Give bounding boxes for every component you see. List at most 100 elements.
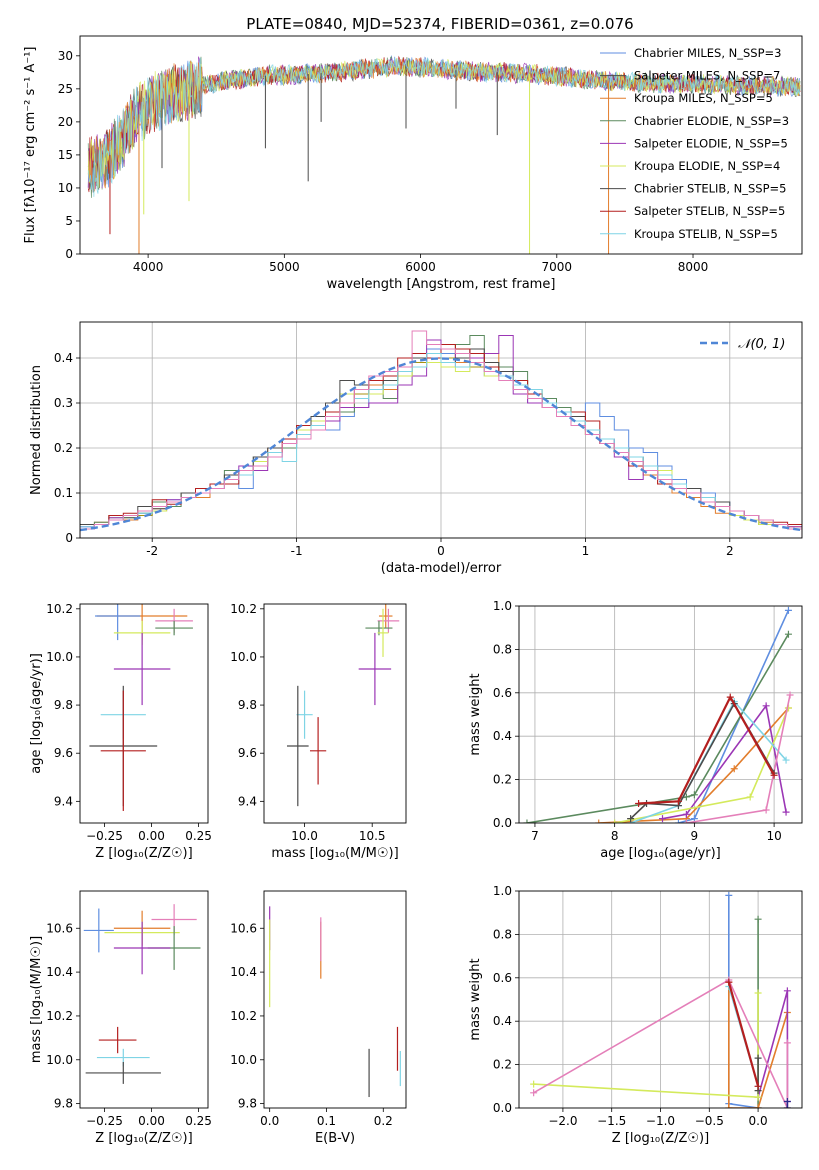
mass_weight_vs_age-point-marker bbox=[726, 693, 734, 701]
age_vs_mass-xtick-label: 10.5 bbox=[359, 829, 386, 843]
age_vs_Z-ytick-label: 9.8 bbox=[54, 698, 73, 712]
mass_weight_vs_age-point-marker bbox=[784, 606, 792, 614]
mass_weight_vs_age-point-marker bbox=[690, 791, 698, 799]
age_vs_Z-xtick-label: 0.25 bbox=[185, 829, 212, 843]
spectrum-legend-label: Kroupa ELODIE, N_SSP=4 bbox=[634, 159, 780, 173]
mass_weight_vs_age-series-line bbox=[598, 707, 789, 823]
mass_vs_Z-xlabel: Z [log₁₀(Z/Z☉)] bbox=[95, 1131, 192, 1146]
mass_vs_EBV-ytick-label: 10.6 bbox=[230, 921, 257, 935]
mass_weight_vs_Z-ylabel: mass weight bbox=[468, 958, 483, 1040]
spectrum-xtick-label: 7000 bbox=[542, 260, 573, 274]
mass_weight_vs_age-xlabel: age [log₁₀(age/yr)] bbox=[600, 846, 721, 861]
spectrum-xtick-label: 5000 bbox=[269, 260, 300, 274]
mass_vs_Z-ytick-label: 10.2 bbox=[46, 1009, 73, 1023]
residuals-ytick-label: 0.2 bbox=[54, 441, 73, 455]
mass_vs_Z-frame bbox=[79, 890, 209, 1109]
mass_weight_vs_Z-series-line bbox=[533, 993, 759, 1099]
age_vs_Z-frame bbox=[79, 603, 209, 824]
mass_weight_vs_Z-ytick-label: 0.2 bbox=[493, 1058, 512, 1072]
age_vs_mass-plot-area bbox=[286, 604, 400, 807]
residuals-xtick-label: 0 bbox=[437, 544, 445, 558]
mass_weight_vs_Z-series-line bbox=[533, 978, 789, 1108]
age_vs_Z-xtick-label: 0.00 bbox=[138, 829, 165, 843]
mass_weight_vs_age-point-marker bbox=[682, 810, 690, 818]
mass_weight_vs_Z-xtick-label: −1.0 bbox=[646, 1114, 675, 1128]
spectrum-ytick-label: 15 bbox=[58, 148, 73, 162]
mass_weight_vs_age-point-marker bbox=[682, 793, 690, 801]
spectrum-ytick-label: 10 bbox=[58, 181, 73, 195]
age_vs_mass-ytick-label: 9.4 bbox=[238, 794, 257, 808]
age_vs_Z-ytick-label: 10.2 bbox=[46, 602, 73, 616]
residuals-ytick-label: 0 bbox=[65, 531, 73, 545]
residuals-ylabel: Normed distribution bbox=[29, 365, 44, 495]
age_vs_mass-ytick-label: 10.0 bbox=[230, 650, 257, 664]
spectrum-ytick-label: 0 bbox=[65, 247, 73, 261]
mass_vs_Z-ylabel: mass [log₁₀(M/M☉)] bbox=[29, 936, 44, 1063]
age_vs_Z-plot-area bbox=[89, 604, 193, 811]
residuals-ytick-label: 0.4 bbox=[54, 351, 73, 365]
mass_weight_vs_Z-point-marker bbox=[754, 989, 762, 997]
mass_weight_vs_age-point-marker bbox=[786, 691, 794, 699]
mass_vs_EBV-ytick-label: 10.0 bbox=[230, 1053, 257, 1067]
residual-histogram-step bbox=[80, 330, 802, 538]
mass_weight_vs_age-point-marker bbox=[770, 771, 778, 779]
mass_weight_vs_age-ylabel: mass weight bbox=[468, 673, 483, 755]
spectrum-ytick-label: 20 bbox=[58, 115, 73, 129]
age_vs_Z-ytick-label: 9.4 bbox=[54, 794, 73, 808]
residuals-ytick-label: 0.3 bbox=[54, 396, 73, 410]
age_vs_mass-ytick-label: 9.8 bbox=[238, 698, 257, 712]
mass_vs_EBV-xtick-label: 0.2 bbox=[374, 1114, 393, 1128]
mass_weight_vs_age-ytick-label: 0.2 bbox=[493, 773, 512, 787]
mass_weight_vs_age-point-marker bbox=[658, 815, 666, 823]
normal-curve bbox=[80, 357, 802, 532]
mass_weight_vs_age-point-marker bbox=[746, 793, 754, 801]
residuals-plot-area bbox=[80, 322, 802, 538]
residuals-ytick-label: 0.1 bbox=[54, 486, 73, 500]
mass_weight_vs_Z-xtick-label: −2.0 bbox=[548, 1114, 577, 1128]
mass_vs_EBV-ytick-label: 10.2 bbox=[230, 1009, 257, 1023]
mass_weight_vs_Z-panel: −2.0 −1.5 −1.0 −0.5 0.0 0.0 0.2 0.4 0.6 0.8 1.0 Z [… bbox=[468, 884, 803, 1146]
mass_weight_vs_age-point-marker bbox=[595, 819, 603, 823]
mass_vs_EBV-ytick-label: 9.8 bbox=[238, 1097, 257, 1111]
mass_vs_Z-ytick-label: 10.4 bbox=[46, 965, 73, 979]
mass_weight_vs_Z-xtick-label: 0.0 bbox=[749, 1114, 768, 1128]
mass_vs_Z-ytick-label: 10.6 bbox=[46, 921, 73, 935]
mass_weight_vs_Z-point-marker bbox=[754, 1082, 762, 1090]
mass_weight_vs_Z-point-marker bbox=[783, 1097, 791, 1105]
spectrum-ytick-label: 5 bbox=[65, 214, 73, 228]
residuals-xtick-label: 1 bbox=[582, 544, 590, 558]
mass_vs_EBV-plot-area bbox=[269, 906, 401, 1098]
mass_weight_vs_age-ytick-label: 0.6 bbox=[493, 686, 512, 700]
mass_vs_EBV-xlabel: E(B-V) bbox=[315, 1131, 355, 1146]
mass_weight_vs_Z-point-marker bbox=[725, 891, 733, 899]
residual-legend-label: 𝒩(0, 1) bbox=[738, 337, 785, 352]
mass_weight_vs_Z-plot-area bbox=[519, 891, 802, 1108]
age_vs_Z-panel: −0.25 0.00 0.25 9.4 9.6 9.8 10.0 10.2 Z [log₁₀(Z… bbox=[29, 602, 212, 861]
mass_weight_vs_age-series-line bbox=[614, 707, 790, 823]
mass_weight_vs_Z-frame bbox=[518, 890, 803, 1109]
age_vs_Z-xtick-label: −0.25 bbox=[86, 829, 123, 843]
spectrum-legend-label: Chabrier MILES, N_SSP=3 bbox=[634, 46, 781, 60]
age_vs_Z-xlabel: Z [log₁₀(Z/Z☉)] bbox=[95, 846, 192, 861]
mass_weight_vs_Z-point-marker bbox=[754, 915, 762, 923]
mass_weight_vs_age-plot-area bbox=[519, 606, 802, 823]
age_vs_mass-xtick-label: 10.0 bbox=[291, 829, 318, 843]
residuals-frame bbox=[79, 321, 803, 539]
spectrum-plot-area bbox=[87, 54, 801, 254]
spectrum-legend-label: Kroupa STELIB, N_SSP=5 bbox=[634, 227, 778, 241]
mass_vs_EBV-panel: 0.0 0.1 0.2 9.8 10.0 10.2 10.4 10.6 E(B-V) bbox=[230, 890, 407, 1146]
mass_vs_EBV-frame bbox=[263, 890, 407, 1109]
mass_vs_Z-ytick-label: 10.0 bbox=[46, 1053, 73, 1067]
mass_weight_vs_Z-xtick-label: −0.5 bbox=[695, 1114, 724, 1128]
mass_weight_vs_age-point-marker bbox=[782, 808, 790, 816]
mass_weight_vs_age-xtick-label: 9 bbox=[691, 829, 699, 843]
mass_weight_vs_Z-point-marker bbox=[783, 1104, 791, 1108]
spectrum-series-line bbox=[87, 57, 801, 197]
mass_weight_vs_age-point-marker bbox=[762, 702, 770, 710]
age_vs_Z-ylabel: age [log₁₀(age/yr)] bbox=[29, 653, 44, 774]
age_vs_mass-frame bbox=[263, 603, 407, 824]
spectrum-legend-label: Salpeter STELIB, N_SSP=5 bbox=[634, 204, 785, 218]
mass_vs_Z-xtick-label: 0.00 bbox=[138, 1114, 165, 1128]
residuals-xlabel: (data-model)/error bbox=[381, 561, 502, 576]
mass_weight_vs_Z-series-line bbox=[728, 982, 789, 1108]
